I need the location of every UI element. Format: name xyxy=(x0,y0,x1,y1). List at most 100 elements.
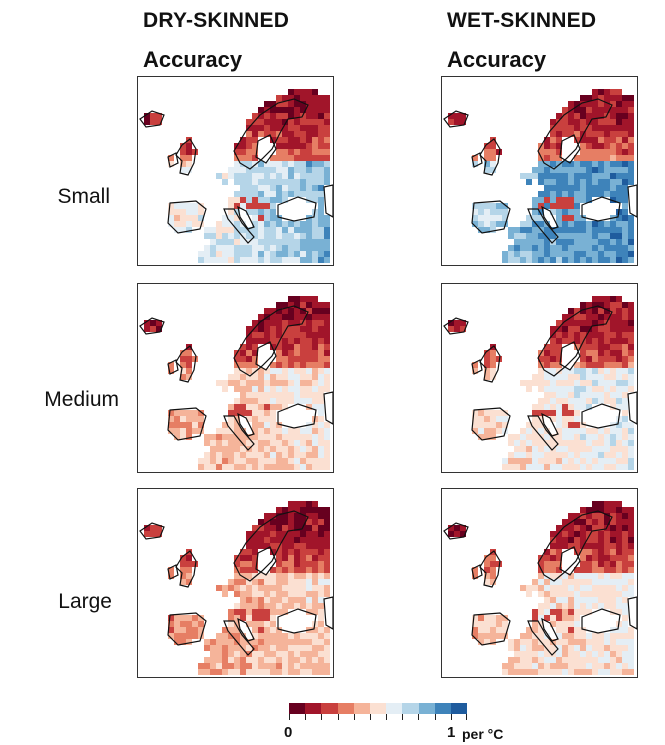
map-cell xyxy=(604,555,610,561)
map-cell xyxy=(532,227,538,233)
map-cell xyxy=(258,386,264,392)
map-cell xyxy=(186,567,192,573)
map-cell xyxy=(186,573,192,579)
map-cell xyxy=(252,368,258,374)
map-cell xyxy=(628,215,634,221)
map-cell xyxy=(222,657,228,663)
map-cell xyxy=(616,549,622,555)
map-cell xyxy=(288,167,294,173)
map-cell xyxy=(598,107,604,113)
map-cell xyxy=(294,561,300,567)
map-cell xyxy=(228,239,234,245)
map-cell xyxy=(538,386,544,392)
map-cell xyxy=(144,531,150,537)
map-cell xyxy=(228,257,234,263)
map-cell xyxy=(282,113,288,119)
map-cell xyxy=(454,113,460,119)
map-cell xyxy=(580,645,586,651)
map-cell xyxy=(532,464,538,470)
map-cell xyxy=(306,161,312,167)
map-cell xyxy=(324,537,330,543)
map-cell xyxy=(622,326,628,332)
map-cell xyxy=(496,416,502,422)
map-cell xyxy=(318,149,324,155)
map-cell xyxy=(604,233,610,239)
map-cell xyxy=(204,458,210,464)
map-cell xyxy=(610,428,616,434)
coastline xyxy=(471,564,483,580)
map-cell xyxy=(544,549,550,555)
map-cell xyxy=(258,173,264,179)
map-cell xyxy=(246,597,252,603)
map-cell xyxy=(544,651,550,657)
map-cell xyxy=(592,434,598,440)
map-cell xyxy=(604,251,610,257)
map-cell xyxy=(568,657,574,663)
map-cell xyxy=(186,149,192,155)
map-cell xyxy=(580,137,586,143)
map-cell xyxy=(270,657,276,663)
map-cell xyxy=(282,344,288,350)
map-cell xyxy=(228,621,234,627)
map-cell xyxy=(484,633,490,639)
map-cell xyxy=(538,651,544,657)
map-cell xyxy=(604,173,610,179)
map-cell xyxy=(556,639,562,645)
map-cell xyxy=(562,239,568,245)
map-cell xyxy=(168,368,174,374)
map-cell xyxy=(300,386,306,392)
map-cell xyxy=(270,308,276,314)
map-cell xyxy=(270,446,276,452)
map-cell xyxy=(460,531,466,537)
map-cell xyxy=(270,119,276,125)
map-cell xyxy=(604,452,610,458)
map-cell xyxy=(568,392,574,398)
map-cell xyxy=(562,609,568,615)
map-cell xyxy=(598,555,604,561)
map-cell xyxy=(550,161,556,167)
map-cell xyxy=(276,513,282,519)
map-cell xyxy=(306,344,312,350)
map-cell xyxy=(186,416,192,422)
map-cell xyxy=(204,663,210,669)
map-cell xyxy=(544,227,550,233)
map-cell xyxy=(318,227,324,233)
map-cell xyxy=(270,332,276,338)
map-cell xyxy=(610,591,616,597)
map-cell xyxy=(622,579,628,585)
map-cell xyxy=(622,627,628,633)
map-cell xyxy=(234,633,240,639)
map-cell xyxy=(276,107,282,113)
map-cell xyxy=(502,416,508,422)
map-cell xyxy=(550,579,556,585)
map-cell xyxy=(180,428,186,434)
map-cell xyxy=(622,669,628,675)
map-cell xyxy=(562,464,568,470)
coastline xyxy=(541,412,559,437)
map-cell xyxy=(306,543,312,549)
map-cell xyxy=(574,125,580,131)
map-cell xyxy=(276,597,282,603)
map-cell xyxy=(324,627,330,633)
map-cell xyxy=(622,567,628,573)
map-cell xyxy=(532,422,538,428)
map-cell xyxy=(586,245,592,251)
map-cell xyxy=(270,410,276,416)
map-cell xyxy=(556,149,562,155)
map-cell xyxy=(622,368,628,374)
map-cell xyxy=(282,95,288,101)
map-cell xyxy=(240,561,246,567)
map-cell xyxy=(598,428,604,434)
map-cell xyxy=(556,591,562,597)
map-cell xyxy=(324,233,330,239)
map-cell xyxy=(306,197,312,203)
map-cell xyxy=(622,191,628,197)
map-cell xyxy=(604,302,610,308)
map-cell xyxy=(610,245,616,251)
map-cell xyxy=(586,320,592,326)
map-cell xyxy=(574,573,580,579)
map-cell xyxy=(234,233,240,239)
map-cell xyxy=(252,131,258,137)
map-cell xyxy=(156,326,162,332)
map-cell xyxy=(580,663,586,669)
